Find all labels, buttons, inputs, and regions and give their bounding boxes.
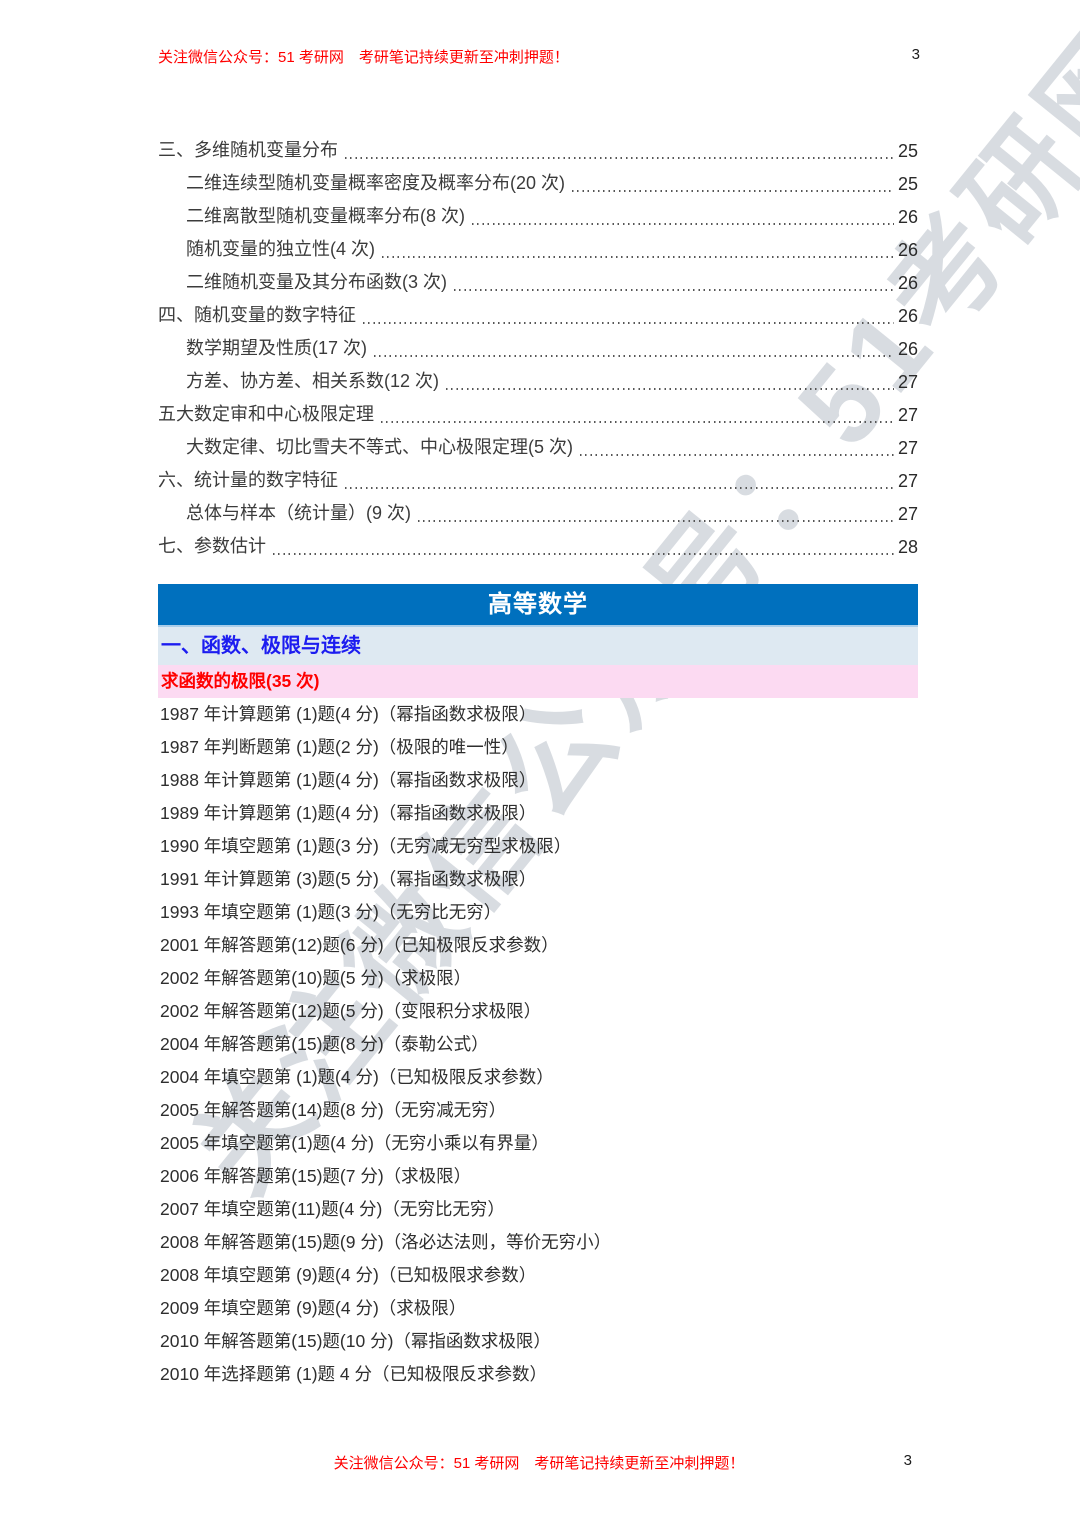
toc-entry[interactable]: 五大数定审和中心极限定理 27	[158, 398, 918, 431]
toc-leader	[374, 351, 894, 357]
toc-entry-label: 七、参数估计	[158, 536, 266, 556]
toc-page-number: 27	[897, 471, 918, 491]
header-notice: 关注微信公众号：51 考研网 考研笔记持续更新至冲刺押题！	[158, 49, 569, 66]
toc-entry-label: 方差、协方差、相关系数(12 次)	[186, 371, 440, 391]
exam-entry: 2008 年解答题第(15)题(9 分)（洛必达法则，等价无穷小）	[160, 1232, 612, 1252]
exam-entry: 1990 年填空题第 (1)题(3 分)（无穷减无穷型求极限）	[160, 836, 572, 856]
toc-entry-label: 二维离散型随机变量概率分布(8 次)	[186, 206, 465, 226]
toc-page-number: 26	[897, 339, 918, 359]
toc-entry[interactable]: 二维离散型随机变量概率分布(8 次) 26	[158, 200, 918, 233]
toc-entry[interactable]: 随机变量的独立性(4 次) 26	[158, 233, 918, 266]
exam-entry: 2004 年解答题第(15)题(8 分)（泰勒公式）	[160, 1034, 489, 1054]
toc-leader	[418, 516, 894, 522]
toc-page-number: 25	[897, 174, 918, 194]
toc-entry[interactable]: 三、多维随机变量分布 25	[158, 134, 918, 167]
exam-entry: 1987 年计算题第 (1)题(4 分)（幂指函数求极限）	[160, 704, 537, 724]
toc-entry-label: 三、多维随机变量分布	[158, 140, 338, 160]
exam-entry: 2002 年解答题第(12)题(5 分)（变限积分求极限）	[160, 1001, 542, 1021]
header-page-number: 3	[911, 46, 920, 63]
toc-entry[interactable]: 七、参数估计 28	[158, 530, 918, 563]
toc-leader	[363, 318, 894, 324]
toc-entry-label: 总体与样本（统计量）(9 次)	[186, 503, 411, 523]
toc-leader	[572, 186, 894, 192]
toc-entry[interactable]: 总体与样本（统计量）(9 次) 27	[158, 497, 918, 530]
toc-leader	[381, 417, 894, 423]
exam-entry: 2010 年选择题第 (1)题 4 分（已知极限反求参数）	[160, 1364, 547, 1384]
toc-page-number: 27	[897, 504, 918, 524]
footer-page-number: 3	[903, 1452, 912, 1469]
toc-leader	[345, 483, 894, 489]
toc-entry[interactable]: 二维随机变量及其分布函数(3 次) 26	[158, 266, 918, 299]
toc-page-number: 26	[897, 306, 918, 326]
table-of-contents: 三、多维随机变量分布 25 二维连续型随机变量概率密度及概率分布(20 次) 2…	[158, 134, 918, 563]
exam-entry: 1987 年判断题第 (1)题(2 分)（极限的唯一性）	[160, 737, 519, 757]
exam-entry: 2005 年解答题第(14)题(8 分)（无穷减无穷）	[160, 1100, 507, 1120]
toc-entry[interactable]: 大数定律、切比雪夫不等式、中心极限定理(5 次) 27	[158, 431, 918, 464]
topic-heading-bar: 求函数的极限(35 次)	[158, 665, 918, 698]
page-header: 关注微信公众号：51 考研网 考研笔记持续更新至冲刺押题！ 3	[158, 46, 920, 67]
toc-page-number: 27	[897, 372, 918, 392]
exam-entry: 1991 年计算题第 (3)题(5 分)（幂指函数求极限）	[160, 869, 537, 889]
exam-entry: 2001 年解答题第(12)题(6 分)（已知极限反求参数）	[160, 935, 559, 955]
toc-page-number: 27	[897, 438, 918, 458]
exam-entry: 1988 年计算题第 (1)题(4 分)（幂指函数求极限）	[160, 770, 537, 790]
toc-page-number: 27	[897, 405, 918, 425]
toc-leader	[454, 285, 894, 291]
exam-entry: 1989 年计算题第 (1)题(4 分)（幂指函数求极限）	[160, 803, 537, 823]
exam-entry: 2006 年解答题第(15)题(7 分)（求极限）	[160, 1166, 472, 1186]
exam-entry: 2002 年解答题第(10)题(5 分)（求极限）	[160, 968, 472, 988]
toc-page-number: 26	[897, 240, 918, 260]
exam-entry-list: 1987 年计算题第 (1)题(4 分)（幂指函数求极限） 1987 年判断题第…	[160, 698, 918, 1391]
toc-leader	[273, 549, 894, 555]
chapter-title: 一、函数、极限与连续	[161, 635, 361, 657]
toc-leader	[446, 384, 894, 390]
subject-banner-title: 高等数学	[488, 591, 588, 618]
page-footer: 关注微信公众号：51 考研网 考研笔记持续更新至冲刺押题！ 3	[158, 1452, 920, 1473]
toc-page-number: 28	[897, 537, 918, 557]
toc-leader	[382, 252, 894, 258]
exam-entry: 2007 年填空题第(11)题(4 分)（无穷比无穷）	[160, 1199, 505, 1219]
toc-page-number: 26	[897, 273, 918, 293]
toc-entry[interactable]: 二维连续型随机变量概率密度及概率分布(20 次) 25	[158, 167, 918, 200]
toc-entry-label: 二维随机变量及其分布函数(3 次)	[186, 272, 447, 292]
toc-entry-label: 数学期望及性质(17 次)	[186, 338, 368, 358]
toc-entry[interactable]: 方差、协方差、相关系数(12 次) 27	[158, 365, 918, 398]
toc-entry-label: 六、统计量的数字特征	[158, 470, 338, 490]
toc-leader	[345, 153, 894, 159]
exam-entry: 2004 年填空题第 (1)题(4 分)（已知极限反求参数）	[160, 1067, 554, 1087]
exam-entry: 2008 年填空题第 (9)题(4 分)（已知极限求参数）	[160, 1265, 537, 1285]
chapter-heading-bar: 一、函数、极限与连续	[158, 627, 918, 665]
toc-page-number: 26	[897, 207, 918, 227]
toc-entry-label: 四、随机变量的数字特征	[158, 305, 356, 325]
exam-entry: 1993 年填空题第 (1)题(3 分)（无穷比无穷）	[160, 902, 502, 922]
toc-page-number: 25	[897, 141, 918, 161]
footer-notice: 关注微信公众号：51 考研网 考研笔记持续更新至冲刺押题！	[333, 1455, 745, 1472]
topic-title: 求函数的极限(35 次)	[161, 671, 320, 691]
toc-entry[interactable]: 六、统计量的数字特征 27	[158, 464, 918, 497]
exam-entry: 2009 年填空题第 (9)题(4 分)（求极限）	[160, 1298, 467, 1318]
exam-entry: 2005 年填空题第(1)题(4 分)（无穷小乘以有界量）	[160, 1133, 549, 1153]
toc-leader	[472, 219, 894, 225]
toc-entry-label: 大数定律、切比雪夫不等式、中心极限定理(5 次)	[186, 437, 573, 457]
toc-leader	[580, 450, 894, 456]
subject-banner: 高等数学	[158, 584, 918, 627]
toc-entry[interactable]: 四、随机变量的数字特征 26	[158, 299, 918, 332]
toc-entry-label: 五大数定审和中心极限定理	[158, 404, 374, 424]
toc-entry[interactable]: 数学期望及性质(17 次) 26	[158, 332, 918, 365]
toc-entry-label: 二维连续型随机变量概率密度及概率分布(20 次)	[186, 173, 566, 193]
toc-entry-label: 随机变量的独立性(4 次)	[186, 239, 375, 259]
exam-entry: 2010 年解答题第(15)题(10 分)（幂指函数求极限）	[160, 1331, 551, 1351]
